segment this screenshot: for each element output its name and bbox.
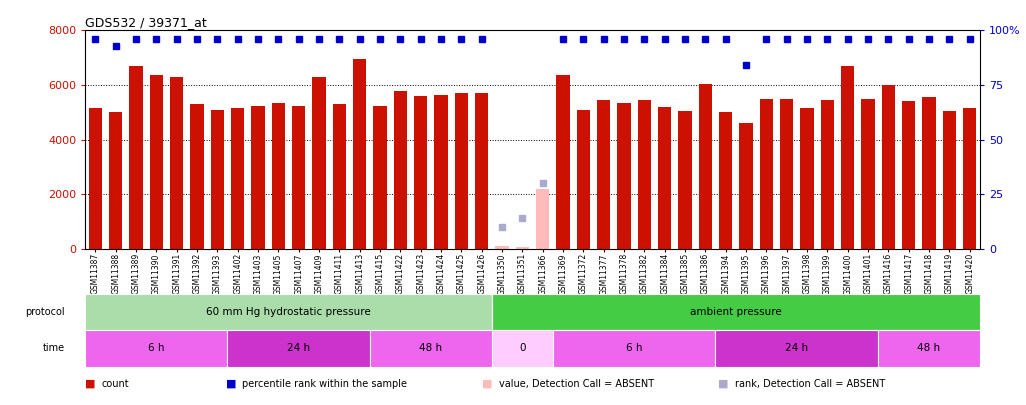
- Text: GDS532 / 39371_at: GDS532 / 39371_at: [85, 16, 207, 29]
- Bar: [292, 106, 306, 249]
- Text: 60 mm Hg hydrostatic pressure: 60 mm Hg hydrostatic pressure: [206, 307, 370, 317]
- Bar: [821, 100, 834, 249]
- Bar: [373, 106, 387, 249]
- Bar: [759, 99, 773, 249]
- Bar: [496, 246, 509, 249]
- Bar: [228, 330, 369, 367]
- Bar: [577, 110, 590, 249]
- Bar: [780, 99, 793, 249]
- Text: percentile rank within the sample: percentile rank within the sample: [242, 379, 407, 389]
- Bar: [638, 100, 650, 249]
- Bar: [231, 108, 244, 249]
- Bar: [369, 330, 491, 367]
- Bar: [922, 97, 936, 249]
- Text: 24 h: 24 h: [287, 343, 310, 353]
- Bar: [312, 77, 325, 249]
- Text: ■: ■: [85, 379, 95, 389]
- Bar: [841, 66, 855, 249]
- Bar: [491, 330, 553, 367]
- Bar: [536, 189, 549, 249]
- Bar: [353, 59, 366, 249]
- Bar: [556, 75, 569, 249]
- Text: count: count: [102, 379, 129, 389]
- Bar: [800, 108, 814, 249]
- Text: ■: ■: [718, 379, 728, 389]
- Bar: [129, 66, 143, 249]
- Bar: [251, 106, 265, 249]
- Bar: [475, 93, 488, 249]
- Text: ■: ■: [482, 379, 492, 389]
- Bar: [943, 111, 956, 249]
- Text: value, Detection Call = ABSENT: value, Detection Call = ABSENT: [499, 379, 654, 389]
- Text: ■: ■: [226, 379, 236, 389]
- Text: 24 h: 24 h: [785, 343, 808, 353]
- Text: 6 h: 6 h: [148, 343, 164, 353]
- Bar: [85, 330, 228, 367]
- Bar: [715, 330, 878, 367]
- Bar: [862, 99, 874, 249]
- Bar: [678, 111, 692, 249]
- Bar: [553, 330, 715, 367]
- Bar: [85, 294, 491, 330]
- Text: 6 h: 6 h: [626, 343, 642, 353]
- Bar: [150, 75, 163, 249]
- Text: rank, Detection Call = ABSENT: rank, Detection Call = ABSENT: [735, 379, 884, 389]
- Bar: [491, 294, 980, 330]
- Text: time: time: [43, 343, 65, 353]
- Bar: [88, 108, 102, 249]
- Bar: [699, 84, 712, 249]
- Bar: [272, 103, 285, 249]
- Text: ambient pressure: ambient pressure: [689, 307, 782, 317]
- Text: 48 h: 48 h: [917, 343, 941, 353]
- Bar: [516, 247, 529, 249]
- Bar: [415, 96, 427, 249]
- Bar: [170, 77, 184, 249]
- Bar: [881, 85, 895, 249]
- Bar: [455, 93, 468, 249]
- Bar: [963, 108, 977, 249]
- Bar: [658, 107, 671, 249]
- Text: protocol: protocol: [26, 307, 65, 317]
- Bar: [210, 110, 224, 249]
- Bar: [618, 103, 631, 249]
- Bar: [597, 100, 610, 249]
- Bar: [719, 112, 733, 249]
- Bar: [878, 330, 980, 367]
- Text: 0: 0: [519, 343, 525, 353]
- Bar: [191, 104, 203, 249]
- Bar: [740, 123, 753, 249]
- Text: 48 h: 48 h: [420, 343, 442, 353]
- Bar: [902, 101, 915, 249]
- Bar: [332, 104, 346, 249]
- Bar: [109, 112, 122, 249]
- Bar: [394, 91, 407, 249]
- Bar: [434, 95, 447, 249]
